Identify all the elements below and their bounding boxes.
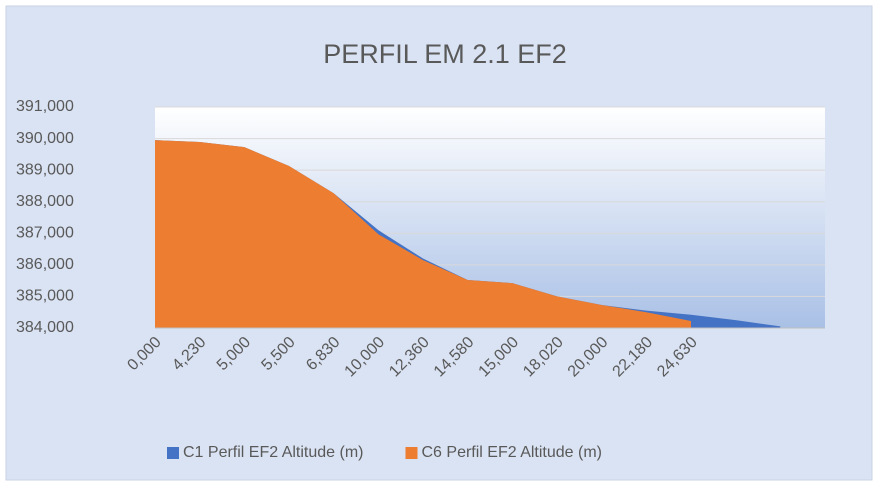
legend-swatch (167, 447, 179, 459)
y-tick-label: 384,000 (16, 319, 74, 336)
y-tick-label: 387,000 (16, 225, 74, 242)
y-tick-label: 390,000 (16, 130, 74, 147)
y-tick-label: 389,000 (16, 161, 74, 178)
area (155, 140, 691, 328)
y-tick-label: 388,000 (16, 193, 74, 210)
legend-label: C1 Perfil EF2 Altitude (m) (183, 444, 364, 461)
y-tick-label: 391,000 (16, 98, 74, 115)
y-tick-label: 385,000 (16, 288, 74, 305)
legend-swatch (405, 447, 418, 459)
y-tick-label: 386,000 (16, 256, 74, 273)
legend-label: C6 Perfil EF2 Altitude (m) (422, 444, 603, 461)
chart-title: PERFIL EM 2.1 EF2 (323, 39, 567, 69)
